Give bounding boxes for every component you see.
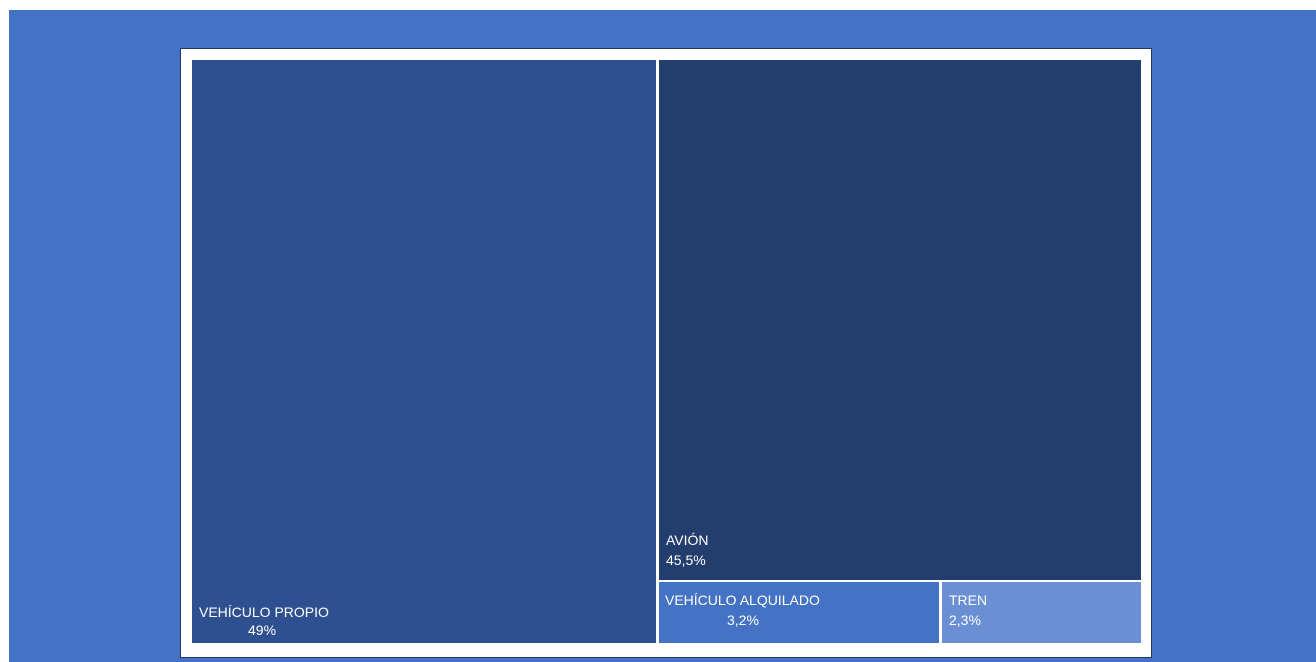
tile-value: 45,5%	[666, 552, 706, 568]
tile-value: 49%	[248, 622, 277, 638]
tile-value: 3,2%	[727, 612, 759, 628]
slide-background: VEHÍCULO PROPIO 49% AVIÓN 45,5% VEHÍCULO…	[9, 10, 1316, 662]
treemap-chart: VEHÍCULO PROPIO 49% AVIÓN 45,5% VEHÍCULO…	[180, 48, 1152, 658]
tile-value: 2,3%	[949, 612, 981, 628]
treemap-tile-tren: TREN 2,3%	[942, 582, 1141, 643]
tile-label: VEHÍCULO ALQUILADO	[665, 592, 820, 608]
tile-label: VEHÍCULO PROPIO	[199, 604, 329, 620]
treemap-tile-vehiculo-propio: VEHÍCULO PROPIO 49%	[192, 60, 656, 643]
tile-label: AVIÓN	[666, 532, 709, 548]
treemap-tile-avion: AVIÓN 45,5%	[659, 60, 1141, 580]
treemap-tile-vehiculo-alquilado: VEHÍCULO ALQUILADO 3,2%	[659, 582, 939, 643]
tile-label: TREN	[949, 592, 988, 608]
